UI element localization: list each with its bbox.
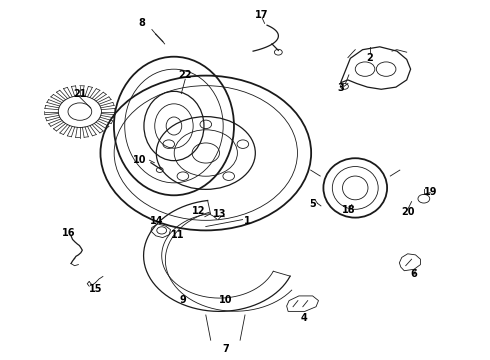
Text: 20: 20	[401, 207, 415, 217]
Text: 1: 1	[244, 216, 251, 226]
Text: 19: 19	[423, 186, 437, 197]
Text: 18: 18	[342, 204, 356, 215]
Text: 9: 9	[179, 294, 186, 305]
Text: 22: 22	[178, 70, 192, 80]
Text: 5: 5	[309, 199, 316, 210]
Text: 13: 13	[213, 209, 226, 219]
Text: 14: 14	[150, 216, 164, 226]
Text: 2: 2	[367, 53, 373, 63]
Text: 8: 8	[139, 18, 146, 28]
Text: 21: 21	[73, 89, 87, 99]
Text: 6: 6	[411, 269, 417, 279]
Text: 7: 7	[222, 344, 229, 354]
Text: 10: 10	[219, 294, 232, 305]
Text: 17: 17	[255, 10, 269, 20]
Text: 3: 3	[337, 83, 344, 93]
Text: 11: 11	[171, 230, 184, 240]
Text: 4: 4	[300, 312, 307, 323]
Text: 10: 10	[133, 155, 147, 165]
Text: 12: 12	[192, 206, 205, 216]
Text: 15: 15	[89, 284, 102, 294]
Text: 16: 16	[62, 228, 75, 238]
